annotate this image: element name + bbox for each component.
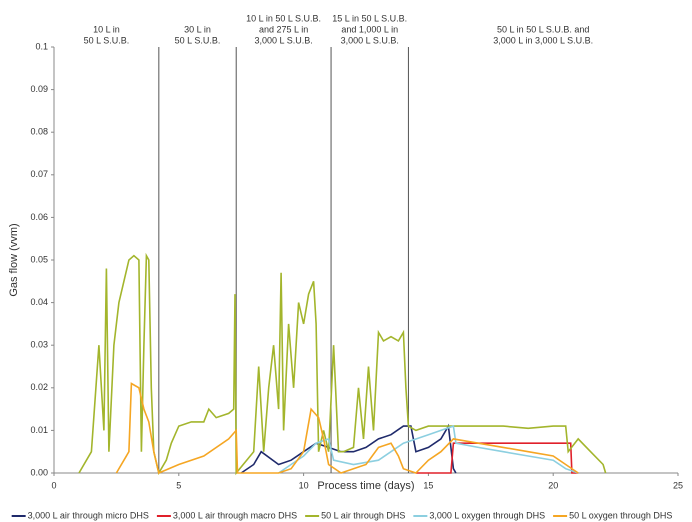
- y-tick-label: 0.03: [30, 340, 48, 350]
- stage-label: 50 L in 50 L S.U.B. and: [497, 24, 589, 34]
- legend-label: 3,000 L air through micro DHS: [28, 510, 149, 520]
- series-line: [78, 252, 607, 476]
- legend-label: 3,000 L air through macro DHS: [173, 510, 297, 520]
- stage-label: 10 L in 50 L S.U.B.: [246, 13, 321, 23]
- x-tick-label: 0: [51, 480, 56, 490]
- stage-label: and 275 L in: [259, 24, 308, 34]
- legend-label: 50 L oxygen through DHS: [569, 510, 672, 520]
- y-tick-label: 0.04: [30, 297, 48, 307]
- stage-label: 15 L in 50 L S.U.B.: [332, 13, 407, 23]
- y-tick-label: 0.05: [30, 254, 48, 264]
- series-line: [115, 382, 579, 475]
- legend-label: 50 L air through DHS: [321, 510, 405, 520]
- series-line: [278, 425, 579, 474]
- y-tick-label: 0.06: [30, 212, 48, 222]
- x-tick-label: 20: [548, 480, 558, 490]
- x-tick-label: 5: [176, 480, 181, 490]
- y-tick-label: 0.02: [30, 382, 48, 392]
- x-tick-label: 15: [423, 480, 433, 490]
- y-tick-label: 0.09: [30, 84, 48, 94]
- y-tick-label: 0.01: [30, 425, 48, 435]
- series-line: [415, 442, 579, 474]
- stage-label: 3,000 L in 3,000 L S.U.B.: [493, 35, 593, 45]
- y-tick-label: 0.07: [30, 169, 48, 179]
- legend-label: 3,000 L oxygen through DHS: [429, 510, 545, 520]
- stage-label: 30 L in: [184, 24, 211, 34]
- series-line: [240, 423, 457, 474]
- x-axis-title: Process time (days): [317, 480, 414, 492]
- y-axis-title: Gas flow (vvm): [8, 223, 20, 296]
- stage-label: 3,000 L S.U.B.: [255, 35, 313, 45]
- stage-label: 10 L in: [93, 24, 120, 34]
- stage-label: 3,000 L S.U.B.: [341, 35, 399, 45]
- stage-label: 50 L S.U.B.: [84, 35, 130, 45]
- y-tick-label: 0.1: [35, 41, 48, 51]
- stage-label: and 1,000 L in: [341, 24, 398, 34]
- y-tick-label: 0.00: [30, 467, 48, 477]
- stage-label: 50 L S.U.B.: [175, 35, 221, 45]
- x-tick-label: 25: [673, 480, 683, 490]
- y-tick-label: 0.08: [30, 127, 48, 137]
- x-tick-label: 10: [299, 480, 309, 490]
